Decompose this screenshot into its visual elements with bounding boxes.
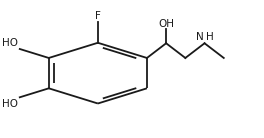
Text: F: F [95,11,101,21]
Text: H: H [206,32,214,42]
Text: HO: HO [2,38,18,48]
Text: N: N [196,32,203,42]
Text: HO: HO [2,99,18,109]
Text: OH: OH [158,19,174,29]
